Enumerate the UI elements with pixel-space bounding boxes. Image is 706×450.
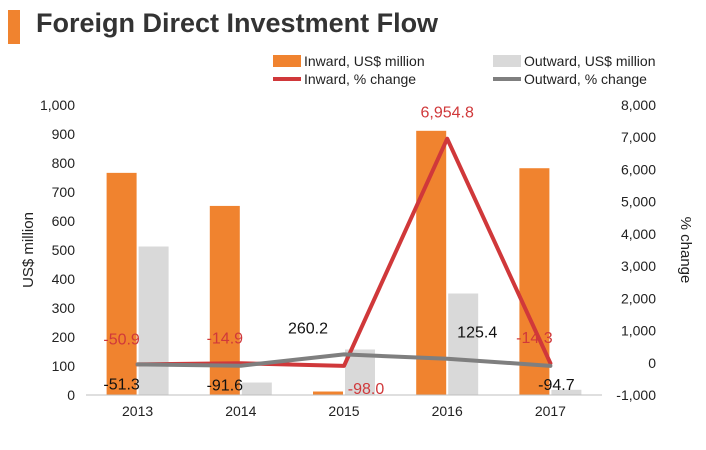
title-accent-bar — [8, 10, 20, 44]
outward-change-label: -94.7 — [538, 377, 575, 394]
legend-swatch-inward-us-million — [273, 55, 301, 67]
y-left-tick-label: 900 — [52, 126, 76, 142]
inward-bar-2013 — [106, 172, 137, 395]
y-left-tick-label: 300 — [52, 300, 76, 316]
legend-label-outward-us-million: Outward, US$ million — [524, 53, 656, 69]
y-left-tick-label: 200 — [52, 329, 76, 345]
outward-bar-2014 — [241, 382, 272, 395]
outward-change-label: 260.2 — [288, 320, 328, 337]
y-left-tick-label: 800 — [52, 155, 76, 171]
chart-legend: Inward, US$ million Outward, US$ million I… — [273, 53, 656, 87]
y-right-tick-label: 6,000 — [621, 161, 656, 177]
outward-bar-2017 — [551, 389, 582, 395]
y-right-tick-label: 3,000 — [621, 258, 656, 274]
x-tick-label: 2017 — [535, 403, 566, 419]
y-right-tick-label: 4,000 — [621, 226, 656, 242]
y-left-tick-label: 500 — [52, 242, 76, 258]
inward-change-label: -14.3 — [516, 330, 553, 347]
outward-change-line — [135, 352, 553, 368]
y-left-tick-label: 0 — [67, 387, 75, 403]
x-tick-label: 2016 — [432, 403, 463, 419]
page-title: Foreign Direct Investment Flow — [36, 8, 439, 38]
y-right-tick-label: 5,000 — [621, 194, 656, 210]
y-left-tick-label: 1,000 — [40, 97, 75, 113]
line-group — [135, 136, 553, 368]
y-left-tick-label: 100 — [52, 358, 76, 374]
outward-bar-2016 — [448, 293, 479, 395]
inward-change-label: -50.9 — [103, 331, 140, 348]
y-left-tick-label: 600 — [52, 213, 76, 229]
outward-change-label: -51.3 — [103, 376, 140, 393]
legend-swatch-outward-us-million — [493, 55, 521, 67]
y-left-tick-label: 700 — [52, 184, 76, 200]
inward-bar-2015 — [313, 391, 343, 395]
y-right-tick-label: 0 — [648, 355, 656, 371]
y-right-tick-label: 8,000 — [621, 97, 656, 113]
outward-change-label: 125.4 — [457, 325, 497, 342]
outward-bar-2013 — [138, 246, 169, 395]
inward-change-label: -14.9 — [207, 330, 244, 347]
axes: 2013 2014 2015 2016 2017 0 100 200 300 400 500 600 7… — [20, 97, 694, 419]
y-right-tick-label: 2,000 — [621, 290, 656, 306]
y-right-tick-label: 7,000 — [621, 129, 656, 145]
x-tick-label: 2013 — [122, 403, 153, 419]
legend-label-inward-us-million: Inward, US$ million — [304, 53, 425, 69]
inward-change-label: 6,954.8 — [421, 105, 474, 122]
outward-change-label: -91.6 — [207, 378, 244, 395]
y-right-tick-label: 1,000 — [621, 323, 656, 339]
inward-bar-2017 — [519, 168, 550, 395]
y-left-tick-label: 400 — [52, 271, 76, 287]
legend-label-inward-change: Inward, % change — [304, 71, 416, 87]
legend-label-outward-change: Outward, % change — [524, 71, 647, 87]
y-left-axis-title: US$ million — [20, 212, 37, 288]
y-right-tick-label: -1,000 — [616, 387, 656, 403]
data-labels: -50.9 -14.9 -98.0 6,954.8 -14.3 -51.3 -91.6 260… — [103, 105, 574, 398]
x-tick-label: 2014 — [225, 403, 256, 419]
y-right-axis-title: % change — [677, 217, 694, 284]
inward-change-label: -98.0 — [348, 381, 385, 398]
x-tick-label: 2015 — [328, 403, 359, 419]
